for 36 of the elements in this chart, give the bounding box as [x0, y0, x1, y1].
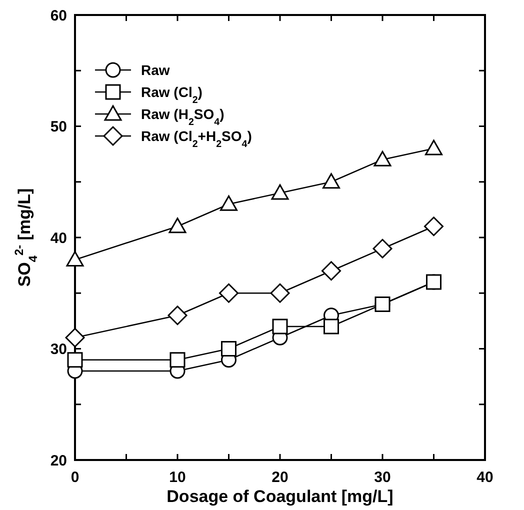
point — [271, 184, 289, 200]
point — [270, 283, 290, 303]
point — [374, 296, 390, 312]
x-tick-label: 0 — [70, 469, 80, 486]
y-tick-label: 40 — [50, 230, 67, 247]
point — [372, 238, 392, 258]
point — [221, 341, 236, 356]
point — [324, 318, 339, 334]
y-tick-label: 60 — [50, 7, 67, 24]
x-tick-label: 30 — [374, 469, 391, 486]
point — [322, 261, 341, 281]
x-tick-label: 20 — [272, 469, 288, 486]
x-tick-label: 40 — [476, 469, 494, 486]
point — [168, 218, 186, 234]
point — [424, 216, 444, 236]
y-tick-label: 20 — [50, 452, 67, 470]
x-tick-label: 10 — [169, 469, 186, 486]
x-axis-title: Dosage of Coagulant [mg/L] — [166, 487, 394, 506]
point — [426, 274, 442, 290]
y-tick-label: 30 — [50, 341, 67, 358]
y-tick-label: 50 — [50, 118, 67, 136]
point — [67, 352, 83, 368]
point — [322, 173, 340, 189]
point — [425, 140, 442, 156]
legend-label: Raw — [141, 62, 170, 78]
point — [170, 352, 186, 368]
point — [272, 318, 288, 334]
point — [219, 283, 238, 303]
point — [374, 150, 392, 166]
point — [66, 251, 84, 266]
legend-label: Raw (Cl$_{2}$+H$_{2}$SO$_{4}$) — [141, 128, 252, 150]
legend-label: Raw (H$_{2}$SO$_{4}$) — [141, 106, 224, 128]
point — [168, 306, 188, 326]
point — [220, 195, 238, 211]
point — [65, 328, 85, 348]
legend-label: Raw (Cl$_{2}$) — [141, 84, 202, 106]
